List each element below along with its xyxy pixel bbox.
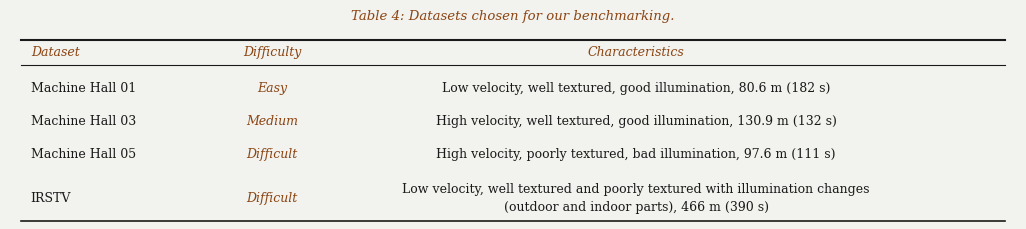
Text: Machine Hall 03: Machine Hall 03 bbox=[31, 115, 136, 128]
Text: Difficult: Difficult bbox=[246, 192, 298, 204]
Text: Dataset: Dataset bbox=[31, 46, 80, 59]
Text: IRSTV: IRSTV bbox=[31, 192, 71, 204]
Text: Difficult: Difficult bbox=[246, 148, 298, 161]
Text: Medium: Medium bbox=[246, 115, 298, 128]
Text: High velocity, well textured, good illumination, 130.9 m (132 s): High velocity, well textured, good illum… bbox=[436, 115, 836, 128]
Text: Easy: Easy bbox=[256, 82, 287, 95]
Text: High velocity, poorly textured, bad illumination, 97.6 m (111 s): High velocity, poorly textured, bad illu… bbox=[436, 148, 836, 161]
Text: Machine Hall 05: Machine Hall 05 bbox=[31, 148, 135, 161]
Text: Table 4: Datasets chosen for our benchmarking.: Table 4: Datasets chosen for our benchma… bbox=[351, 10, 675, 23]
Text: Low velocity, well textured, good illumination, 80.6 m (182 s): Low velocity, well textured, good illumi… bbox=[442, 82, 830, 95]
Text: Characteristics: Characteristics bbox=[588, 46, 684, 59]
Text: Difficulty: Difficulty bbox=[243, 46, 301, 59]
Text: Machine Hall 01: Machine Hall 01 bbox=[31, 82, 136, 95]
Text: Low velocity, well textured and poorly textured with illumination changes
(outdo: Low velocity, well textured and poorly t… bbox=[402, 183, 870, 214]
